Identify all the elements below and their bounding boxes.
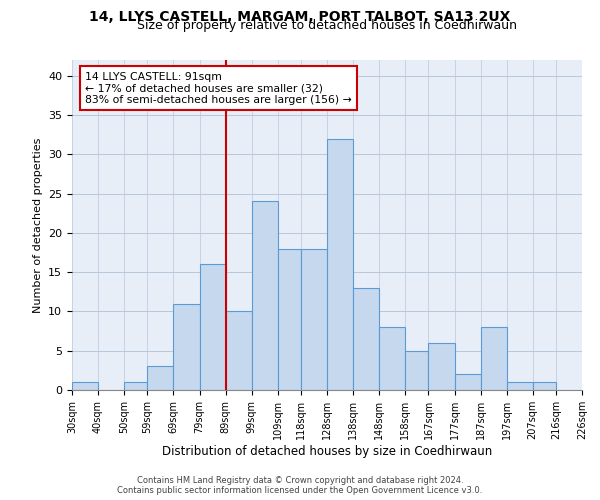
- Bar: [327, 138, 353, 390]
- Bar: [353, 288, 379, 390]
- Bar: [428, 343, 455, 390]
- Bar: [379, 327, 405, 390]
- Bar: [301, 248, 327, 390]
- Title: Size of property relative to detached houses in Coedhirwaun: Size of property relative to detached ho…: [137, 20, 517, 32]
- Bar: [173, 304, 199, 390]
- Bar: [455, 374, 481, 390]
- Bar: [199, 264, 226, 390]
- Text: 14, LLYS CASTELL, MARGAM, PORT TALBOT, SA13 2UX: 14, LLYS CASTELL, MARGAM, PORT TALBOT, S…: [89, 10, 511, 24]
- Bar: [251, 202, 278, 390]
- Bar: [405, 350, 428, 390]
- Bar: [481, 327, 506, 390]
- Bar: [124, 382, 148, 390]
- Bar: [506, 382, 533, 390]
- Bar: [226, 312, 251, 390]
- Bar: [72, 382, 98, 390]
- Text: 14 LLYS CASTELL: 91sqm
← 17% of detached houses are smaller (32)
83% of semi-det: 14 LLYS CASTELL: 91sqm ← 17% of detached…: [85, 72, 352, 105]
- Y-axis label: Number of detached properties: Number of detached properties: [32, 138, 43, 312]
- Text: Contains HM Land Registry data © Crown copyright and database right 2024.
Contai: Contains HM Land Registry data © Crown c…: [118, 476, 482, 495]
- Bar: [148, 366, 173, 390]
- Bar: [533, 382, 556, 390]
- X-axis label: Distribution of detached houses by size in Coedhirwaun: Distribution of detached houses by size …: [162, 444, 492, 458]
- Bar: [278, 248, 301, 390]
